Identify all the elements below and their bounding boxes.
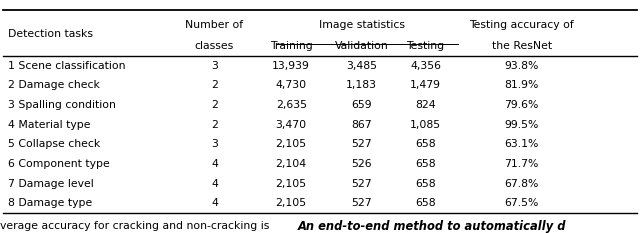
Text: classes: classes bbox=[195, 41, 234, 51]
Text: An end-to-end method to automatically d: An end-to-end method to automatically d bbox=[298, 219, 566, 233]
Text: 2,105: 2,105 bbox=[276, 179, 307, 189]
Text: 527: 527 bbox=[351, 198, 372, 208]
Text: 63.1%: 63.1% bbox=[504, 139, 539, 149]
Text: 1 Scene classification: 1 Scene classification bbox=[8, 61, 126, 71]
Text: 4: 4 bbox=[211, 198, 218, 208]
Text: 3,485: 3,485 bbox=[346, 61, 377, 71]
Text: 81.9%: 81.9% bbox=[504, 80, 539, 90]
Text: 4: 4 bbox=[211, 179, 218, 189]
Text: 2 Damage check: 2 Damage check bbox=[8, 80, 100, 90]
Text: 824: 824 bbox=[415, 100, 436, 110]
Text: 67.8%: 67.8% bbox=[504, 179, 539, 189]
Text: 3,470: 3,470 bbox=[276, 120, 307, 130]
Text: 5 Collapse check: 5 Collapse check bbox=[8, 139, 100, 149]
Text: 7 Damage level: 7 Damage level bbox=[8, 179, 94, 189]
Text: 6 Component type: 6 Component type bbox=[8, 159, 110, 169]
Text: 526: 526 bbox=[351, 159, 372, 169]
Text: 867: 867 bbox=[351, 120, 372, 130]
Text: 4,356: 4,356 bbox=[410, 61, 441, 71]
Text: 659: 659 bbox=[351, 100, 372, 110]
Text: the ResNet: the ResNet bbox=[492, 41, 552, 51]
Text: 1,183: 1,183 bbox=[346, 80, 377, 90]
Text: verage accuracy for cracking and non-cracking is: verage accuracy for cracking and non-cra… bbox=[0, 221, 269, 231]
Text: 658: 658 bbox=[415, 159, 436, 169]
Text: 658: 658 bbox=[415, 139, 436, 149]
Text: 99.5%: 99.5% bbox=[504, 120, 539, 130]
Text: 658: 658 bbox=[415, 179, 436, 189]
Text: Detection tasks: Detection tasks bbox=[8, 29, 93, 39]
Text: 8 Damage type: 8 Damage type bbox=[8, 198, 93, 208]
Text: 2: 2 bbox=[211, 120, 218, 130]
Text: 1,479: 1,479 bbox=[410, 80, 441, 90]
Text: Image statistics: Image statistics bbox=[319, 20, 404, 30]
Text: 527: 527 bbox=[351, 179, 372, 189]
Text: 2,105: 2,105 bbox=[276, 198, 307, 208]
Text: 1,085: 1,085 bbox=[410, 120, 441, 130]
Text: Testing accuracy of: Testing accuracy of bbox=[469, 20, 574, 30]
Text: 2,104: 2,104 bbox=[276, 159, 307, 169]
Text: 658: 658 bbox=[415, 198, 436, 208]
Text: 2: 2 bbox=[211, 80, 218, 90]
Text: 4 Material type: 4 Material type bbox=[8, 120, 91, 130]
Text: 3: 3 bbox=[211, 139, 218, 149]
Text: 3 Spalling condition: 3 Spalling condition bbox=[8, 100, 116, 110]
Text: 13,939: 13,939 bbox=[272, 61, 310, 71]
Text: 67.5%: 67.5% bbox=[504, 198, 539, 208]
Text: 2,105: 2,105 bbox=[276, 139, 307, 149]
Text: 71.7%: 71.7% bbox=[504, 159, 539, 169]
Text: 2,635: 2,635 bbox=[276, 100, 307, 110]
Text: Validation: Validation bbox=[335, 41, 388, 51]
Text: 2: 2 bbox=[211, 100, 218, 110]
Text: 4,730: 4,730 bbox=[276, 80, 307, 90]
Text: 4: 4 bbox=[211, 159, 218, 169]
Text: 79.6%: 79.6% bbox=[504, 100, 539, 110]
Text: 527: 527 bbox=[351, 139, 372, 149]
Text: Number of: Number of bbox=[186, 20, 243, 30]
Text: 3: 3 bbox=[211, 61, 218, 71]
Text: Training: Training bbox=[270, 41, 312, 51]
Text: 93.8%: 93.8% bbox=[504, 61, 539, 71]
Text: Testing: Testing bbox=[406, 41, 445, 51]
